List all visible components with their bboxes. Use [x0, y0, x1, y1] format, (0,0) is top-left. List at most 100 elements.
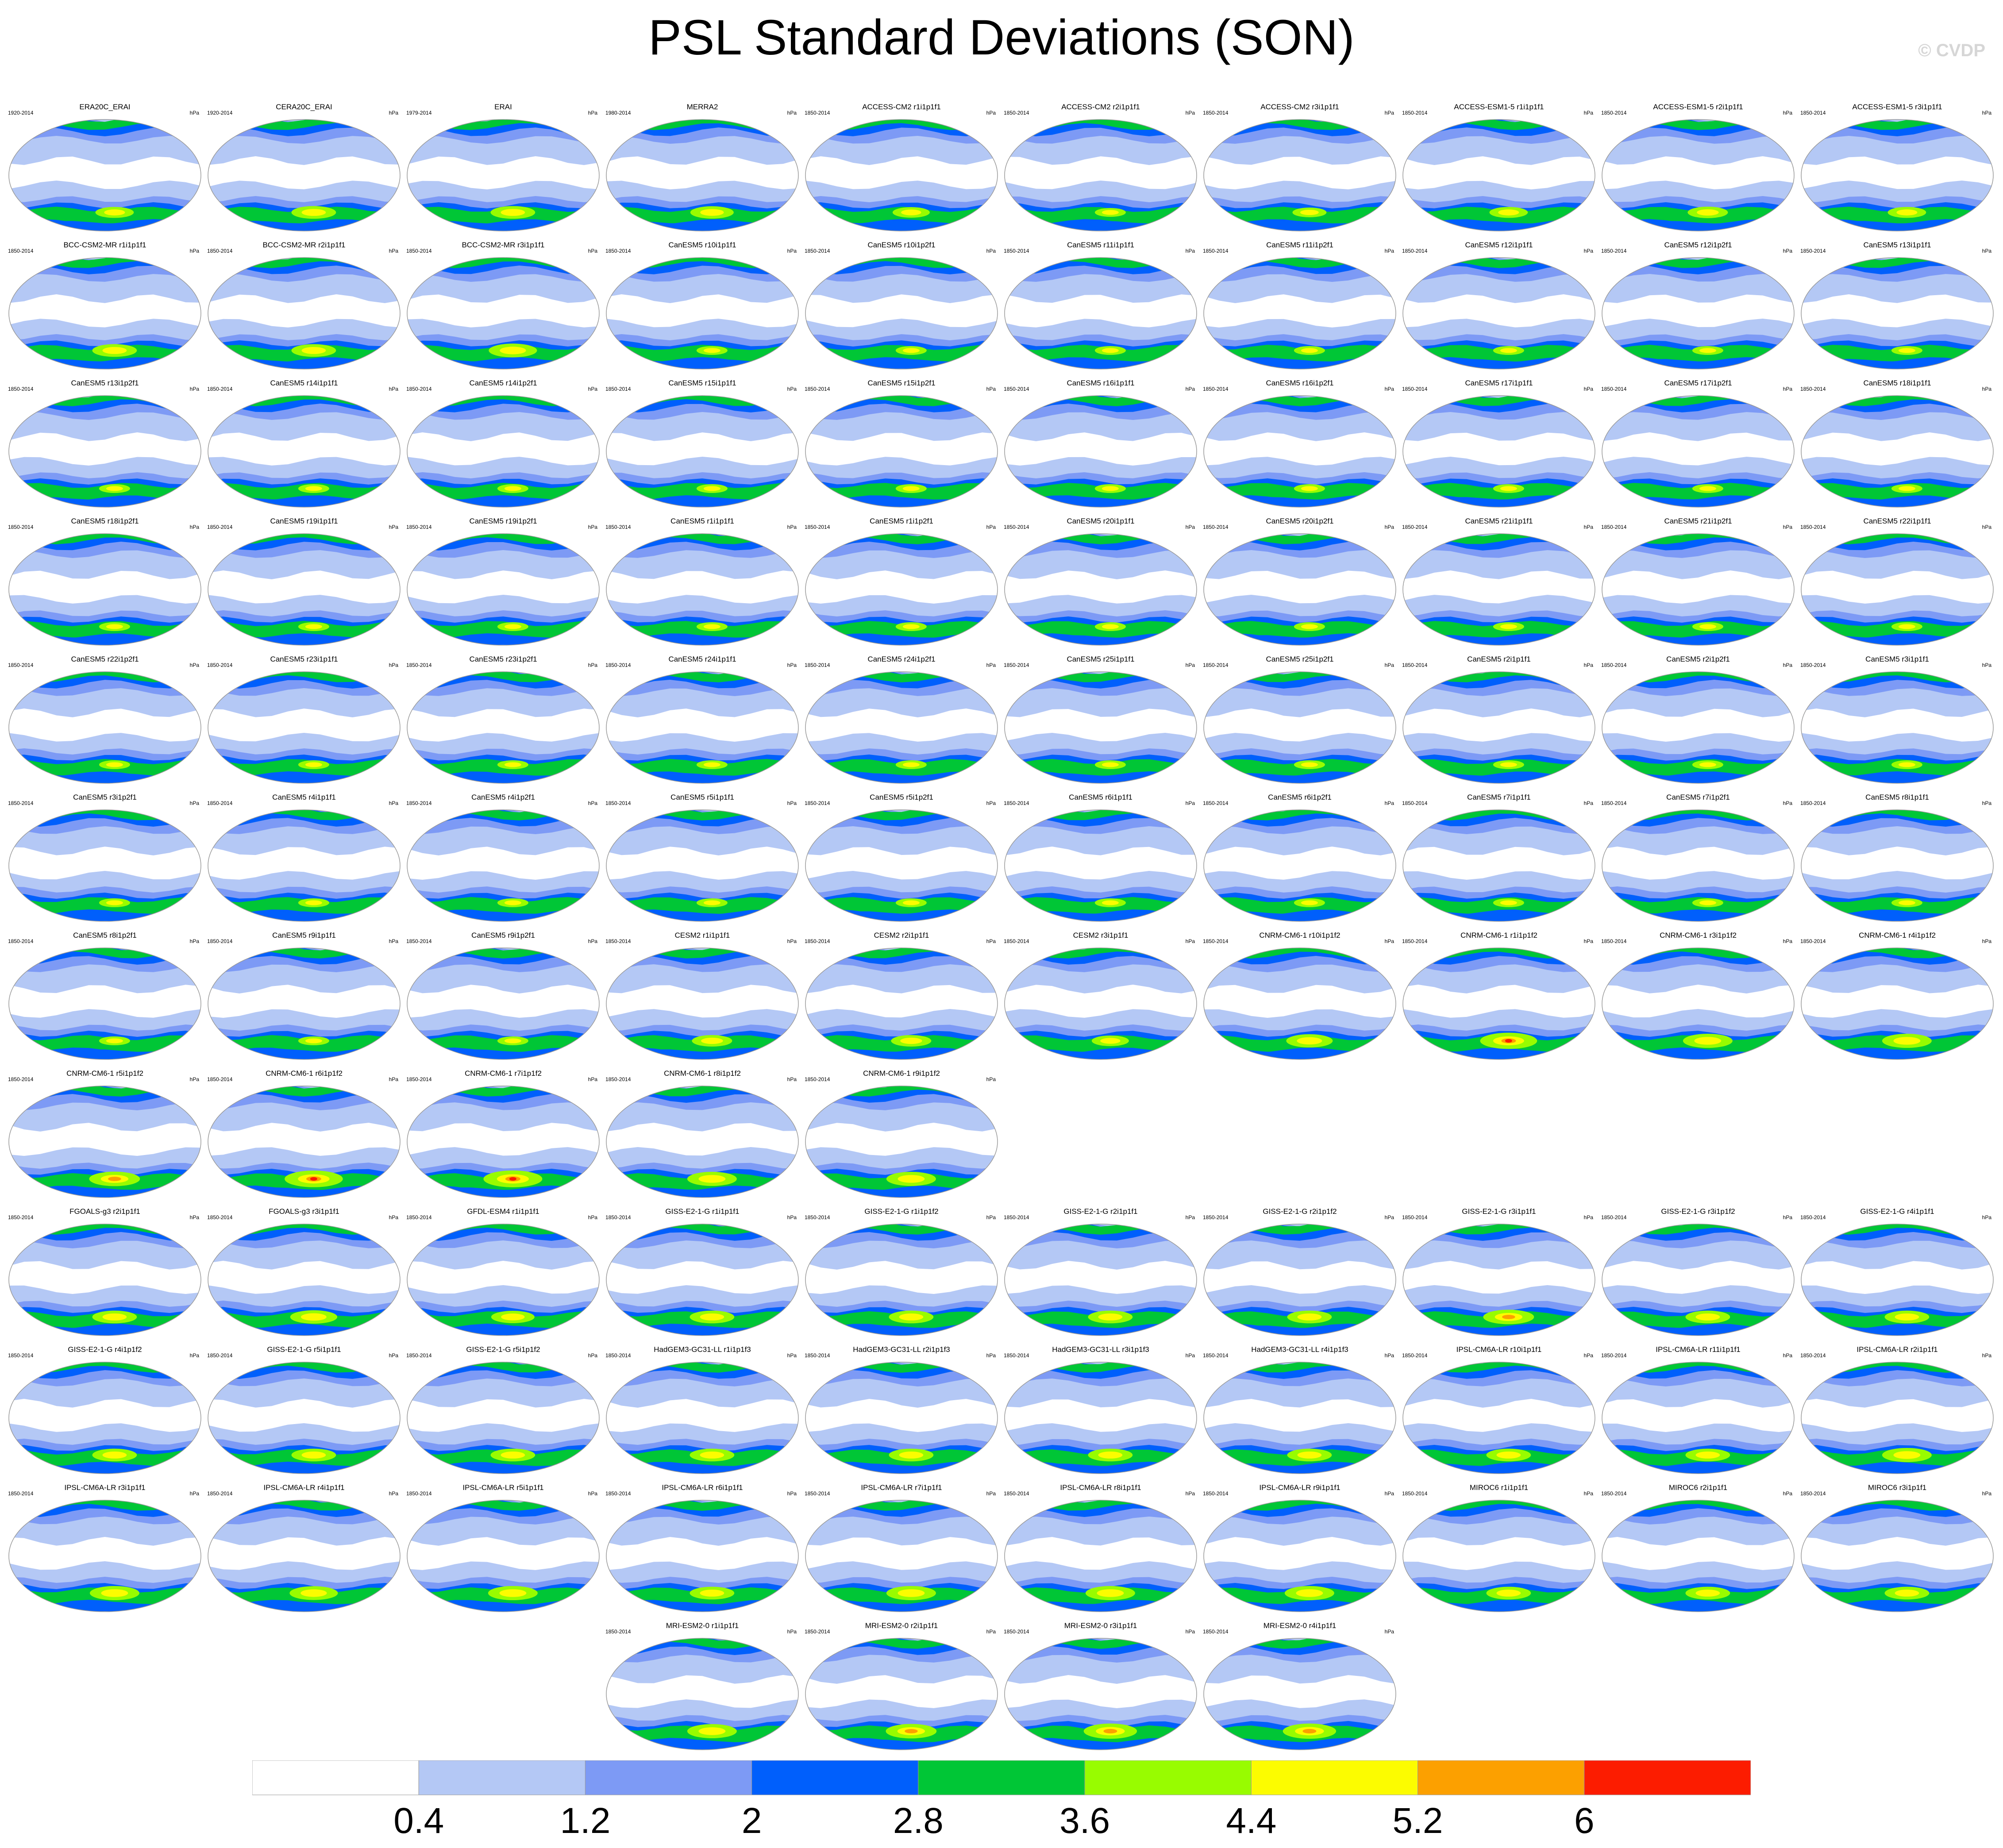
antarctic-band [1801, 635, 1993, 645]
panel-title: CanESM5 r12i1p1f1 [1465, 241, 1533, 249]
panel-title: CanESM5 r8i1p1f1 [1865, 793, 1929, 801]
map-panel: MIROC6 r1i1p1f1 1850-2014 hPa [1399, 1482, 1599, 1616]
panel-map [1203, 809, 1396, 922]
tropics-low-variance [9, 294, 201, 327]
map-panel: BCC-CSM2-MR r3i1p1f1 1850-2014 hPa [404, 239, 603, 373]
tropics-low-variance [805, 1261, 998, 1294]
panel-title: MERRA2 [686, 103, 718, 111]
panel-units: hPa [189, 1214, 199, 1220]
panel-map [407, 257, 600, 370]
panel-map [805, 1362, 998, 1474]
panel-units: hPa [986, 386, 996, 392]
tropics-low-variance [407, 708, 599, 742]
north-band-28 [606, 258, 798, 274]
map-panel: BCC-CSM2-MR r1i1p1f1 1850-2014 hPa [5, 239, 204, 373]
panel-title: CanESM5 r20i1p2f1 [1266, 517, 1334, 525]
tropics-low-variance [1801, 847, 1993, 880]
map-outline [1602, 671, 1795, 784]
map-outline [1801, 1224, 1994, 1336]
panel-units: hPa [1185, 1629, 1195, 1635]
panel-map [407, 671, 600, 784]
panel-title: ERA20C_ERAI [79, 103, 131, 111]
south-pacific-core [1699, 486, 1716, 491]
colorbar-box [1584, 1760, 1751, 1795]
map-outline [1203, 119, 1396, 231]
map-panel: CanESM5 r21i1p2f1 1850-2014 hPa [1599, 515, 1798, 650]
antarctic-band [1801, 1463, 1993, 1474]
north-band-36 [1602, 258, 1794, 268]
map-outline [407, 1224, 600, 1336]
panel-units: hPa [986, 248, 996, 254]
antarctic-band [606, 1740, 798, 1750]
colorbar-box [252, 1760, 419, 1795]
panel-years: 1850-2014 [805, 110, 830, 116]
south-pacific-core [106, 624, 123, 629]
map-outline [407, 1086, 600, 1198]
panel-units: hPa [1185, 938, 1195, 944]
tropics-low-variance [1801, 985, 1993, 1018]
map-panel: MIROC6 r2i1p1f1 1850-2014 hPa [1599, 1482, 1798, 1616]
south-pacific-core [703, 348, 720, 353]
panel-units: hPa [1583, 800, 1593, 806]
south-pacific-core [1898, 900, 1915, 905]
map-panel: MIROC6 r3i1p1f1 1850-2014 hPa [1798, 1482, 1997, 1616]
panel-map [606, 1500, 799, 1612]
tropics-low-variance [606, 847, 798, 880]
map-outline [1402, 1224, 1595, 1336]
map-panel: HadGEM3-GC31-LL r1i1p1f3 1850-2014 hPa [603, 1344, 802, 1478]
panel-title: CanESM5 r16i1p2f1 [1266, 379, 1334, 387]
panel-title: GISS-E2-1-G r2i1p1f1 [1063, 1207, 1138, 1216]
map-outline [8, 1224, 201, 1336]
tropics-low-variance [407, 432, 599, 466]
north-band-36 [1801, 119, 1993, 130]
south-pacific-core [504, 762, 521, 767]
panel-units: hPa [1384, 524, 1394, 530]
north-band-36 [1403, 396, 1595, 406]
south-pacific-core [1500, 900, 1517, 905]
tropics-low-variance [1801, 1261, 1993, 1294]
map-outline [407, 119, 600, 231]
map-panel: CanESM5 r23i1p1f1 1850-2014 hPa [204, 653, 404, 788]
south-pacific-core [1098, 1451, 1123, 1459]
map-panel: CanESM5 r23i1p2f1 1850-2014 hPa [404, 653, 603, 788]
panel-units: hPa [189, 938, 199, 944]
south-pacific-core [1893, 1037, 1921, 1045]
map-panel: CNRM-CM6-1 r6i1p1f2 1850-2014 hPa [204, 1067, 404, 1202]
south-pacific-core [901, 209, 921, 216]
panel-years: 1850-2014 [1402, 1352, 1428, 1359]
map-outline [1004, 809, 1197, 922]
panel-years: 1850-2014 [1402, 800, 1428, 806]
map-outline [606, 257, 799, 370]
tropics-low-variance [9, 432, 201, 466]
north-band-36 [1204, 1224, 1396, 1235]
panel-map [1203, 947, 1396, 1060]
map-panel: CESM2 r3i1p1f1 1850-2014 hPa [1001, 929, 1200, 1064]
map-outline [208, 395, 401, 508]
map-panel: CanESM5 r1i1p1f1 1850-2014 hPa [603, 515, 802, 650]
map-outline [8, 1362, 201, 1474]
panel-title: IPSL-CM6A-LR r5i1p1f1 [462, 1483, 544, 1492]
south-pacific-peak [1103, 1729, 1117, 1734]
panel-map [407, 809, 600, 922]
map-panel: CanESM5 r7i1p2f1 1850-2014 hPa [1599, 791, 1798, 926]
panel-years: 1850-2014 [1402, 662, 1428, 668]
map-panel: CanESM5 r8i1p2f1 1850-2014 hPa [5, 929, 204, 1064]
map-outline [805, 947, 998, 1060]
map-outline [606, 947, 799, 1060]
map-panel: CanESM5 r15i1p2f1 1850-2014 hPa [802, 377, 1001, 512]
panel-title: CNRM-CM6-1 r5i1p1f2 [66, 1069, 143, 1078]
south-pacific-core [703, 486, 720, 491]
north-band-28 [1403, 810, 1595, 827]
antarctic-band [407, 1602, 599, 1612]
map-outline [407, 533, 600, 646]
antarctic-band [407, 1325, 599, 1336]
map-outline [1402, 533, 1595, 646]
panel-years: 1850-2014 [805, 386, 830, 392]
panel-title: CNRM-CM6-1 r3i1p1f2 [1660, 931, 1737, 939]
antarctic-band [1005, 359, 1197, 369]
tropics-low-variance [407, 1537, 599, 1570]
north-band-28 [1801, 1224, 1993, 1241]
panel-years: 1850-2014 [1004, 248, 1029, 254]
map-panel: GISS-E2-1-G r4i1p1f2 1850-2014 hPa [5, 1344, 204, 1478]
panel-years: 1850-2014 [1203, 1629, 1229, 1635]
